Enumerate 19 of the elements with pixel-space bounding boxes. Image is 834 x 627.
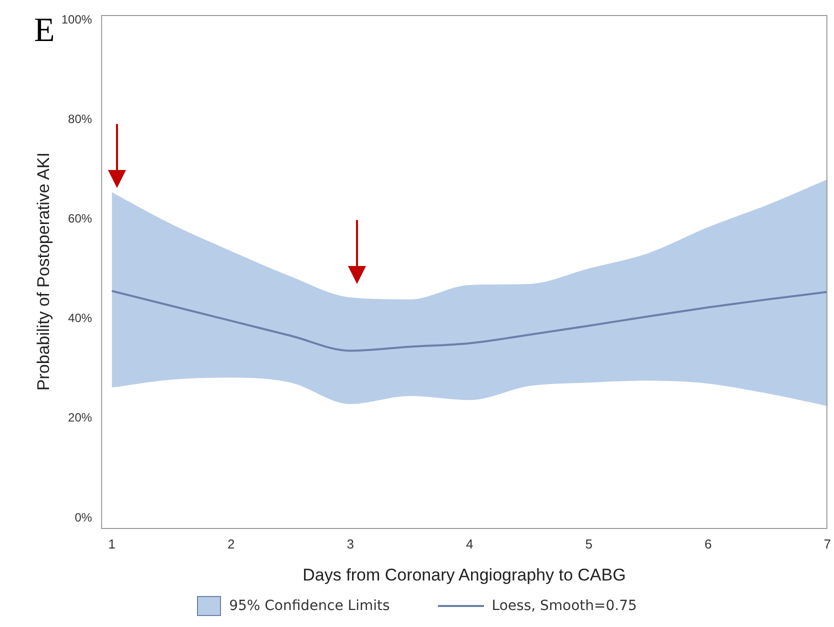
x-tick-label: 4 <box>466 536 474 552</box>
x-tick-label: 1 <box>108 536 116 552</box>
x-tick-label: 7 <box>824 536 831 552</box>
legend-label: Loess, Smooth=0.75 <box>492 598 637 614</box>
y-tick-label: 0% <box>74 510 92 524</box>
x-tick-label: 5 <box>585 536 592 552</box>
x-tick-label: 6 <box>704 536 712 552</box>
x-tick-label: 2 <box>227 536 235 552</box>
text: E <box>34 12 55 50</box>
y-tick-label: 40% <box>68 311 92 326</box>
y-tick-label: 100% <box>61 12 92 26</box>
y-tick-label: 20% <box>68 410 92 425</box>
line-series <box>110 290 828 352</box>
y-tick-label: 60% <box>68 212 92 226</box>
y-axis-title: Probability of Postoperative AKI <box>34 152 53 391</box>
text: 95% Confidence Limits <box>229 598 390 614</box>
y-tick-label: 80% <box>68 112 92 126</box>
x-axis-title: Days from Coronary Angiography to CABG <box>302 565 626 584</box>
x-tick-label: 3 <box>346 536 354 552</box>
